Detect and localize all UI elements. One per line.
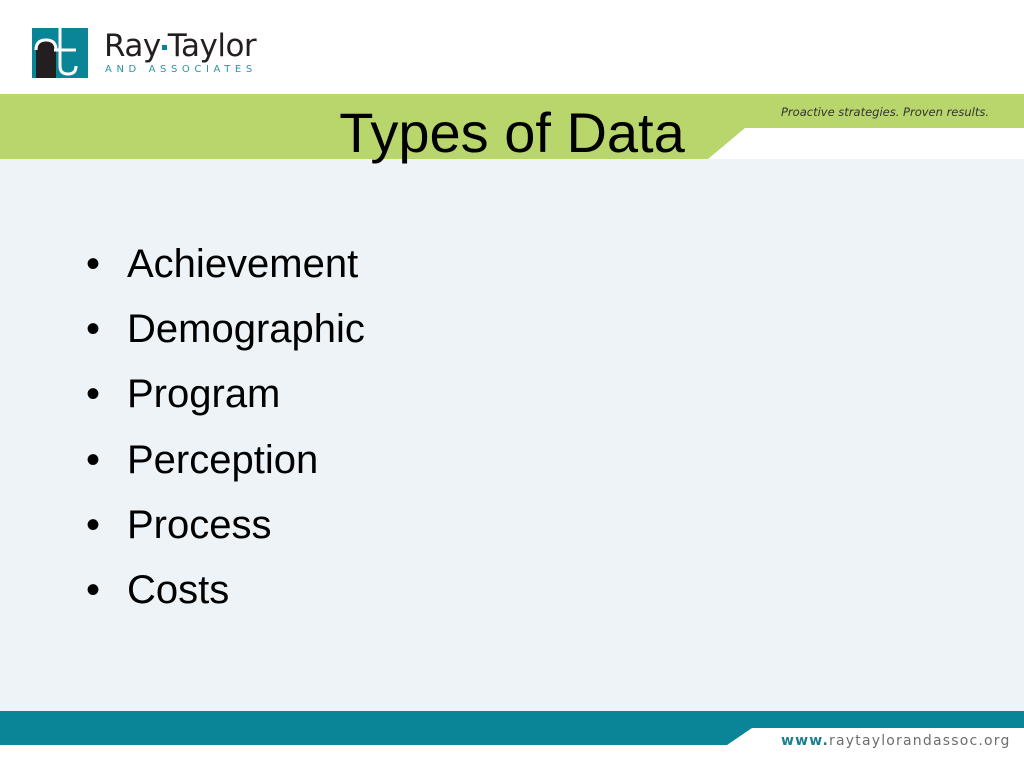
header-band [0,94,1024,159]
brand-name-part1: Ray [104,28,161,64]
bullet-item: • Process [86,502,272,547]
logo-icon [32,28,88,78]
brand-dot [161,45,167,50]
bullet-item: • Program [86,372,281,417]
brand-subtitle: AND ASSOCIATES [105,64,257,75]
brand-name-part2: Taylor [167,28,257,64]
bullet-item: • Achievement [86,242,359,286]
footer-band [0,711,1024,745]
bullet-item: • Costs [86,568,230,613]
url-domain: raytaylorandassoc.org [829,733,1011,749]
bullet-item: • Perception [86,437,319,482]
slide-title: Types of Data [339,101,685,164]
website-link[interactable]: www.raytaylorandassoc.org [781,733,1011,749]
bullet-list: • Achievement • Demographic • Program • Perc… [86,232,365,623]
content-area [0,159,1024,712]
brand-name: Ray Taylor [104,28,257,64]
tagline: Proactive strategies. Proven results. [781,105,989,119]
bullet-item: • Demographic [86,307,365,352]
url-prefix: www. [781,733,830,749]
